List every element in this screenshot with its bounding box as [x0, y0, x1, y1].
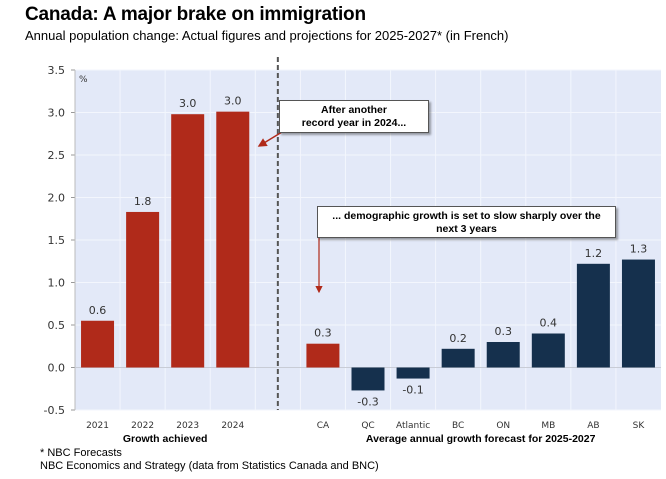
- bar-bc: [441, 348, 475, 368]
- annotation-line: next 3 years: [436, 223, 497, 235]
- x-tick-label: 2024: [221, 421, 244, 431]
- x-tick-label: CA: [317, 421, 330, 431]
- data-label: 0.6: [89, 304, 107, 317]
- data-label: -0.3: [357, 395, 378, 408]
- bar-on: [486, 342, 520, 368]
- chart-title: Canada: A major brake on immigration: [25, 4, 366, 25]
- annotation-callout-forecast: ... demographic growth is set to slow sh…: [317, 206, 616, 238]
- group-label-forecast: Average annual growth forecast for 2025-…: [366, 433, 596, 445]
- source-note: NBC Economics and Strategy (data from St…: [40, 460, 379, 472]
- y-tick-label: 3.0: [48, 107, 66, 120]
- x-tick-label: MB: [541, 421, 555, 431]
- bar-2022: [126, 211, 160, 368]
- group-label-actual: Growth achieved: [123, 433, 208, 445]
- y-tick-label: -0.5: [44, 404, 65, 417]
- data-label: 0.4: [540, 317, 558, 330]
- data-label: 3.0: [224, 95, 242, 108]
- x-tick-label: QC: [361, 421, 374, 431]
- data-label: 1.2: [585, 247, 603, 260]
- y-tick-label: 2.0: [48, 192, 66, 205]
- x-tick-label: ON: [496, 421, 510, 431]
- bar-2021: [81, 320, 115, 368]
- bar-2023: [171, 114, 205, 368]
- data-label: -0.1: [402, 384, 423, 397]
- data-label: 1.3: [630, 243, 648, 256]
- x-tick-label: Atlantic: [396, 421, 430, 431]
- bar-atlantic: [396, 367, 430, 379]
- x-tick-label: 2021: [86, 421, 109, 431]
- y-tick-label: 0.0: [48, 362, 66, 375]
- bar-ab: [576, 263, 610, 368]
- annotation-line: record year in 2024...: [301, 117, 407, 129]
- x-tick-label: SK: [633, 421, 646, 431]
- data-label: 0.3: [494, 325, 512, 338]
- footnote: * NBC Forecasts: [40, 447, 122, 459]
- chart-subtitle: Annual population change: Actual figures…: [25, 28, 509, 43]
- bar-2024: [216, 111, 250, 368]
- data-label: 3.0: [179, 97, 197, 110]
- bar-sk: [621, 259, 655, 368]
- x-tick-label: 2023: [176, 421, 199, 431]
- y-tick-label: 0.5: [48, 319, 66, 332]
- data-label: 1.8: [134, 195, 152, 208]
- y-tick-label: 1.5: [48, 234, 66, 247]
- annotation-arrow-2024: [257, 131, 283, 147]
- data-label: 0.2: [449, 332, 467, 345]
- y-unit-label: %: [79, 75, 88, 85]
- data-label: 0.3: [314, 327, 332, 340]
- x-tick-label: BC: [452, 421, 464, 431]
- bar-mb: [531, 333, 565, 368]
- bar-qc: [351, 367, 385, 391]
- x-tick-label: 2022: [131, 421, 154, 431]
- annotation-line: After another: [321, 104, 387, 116]
- y-tick-label: 1.0: [48, 277, 66, 290]
- annotation-callout-2024: After another record year in 2024...: [279, 100, 429, 133]
- bar-ca: [306, 343, 340, 368]
- annotation-line: ... demographic growth is set to slow sh…: [332, 210, 601, 222]
- y-tick-label: 2.5: [48, 149, 66, 162]
- y-tick-label: 3.5: [48, 64, 66, 77]
- x-tick-label: AB: [587, 421, 599, 431]
